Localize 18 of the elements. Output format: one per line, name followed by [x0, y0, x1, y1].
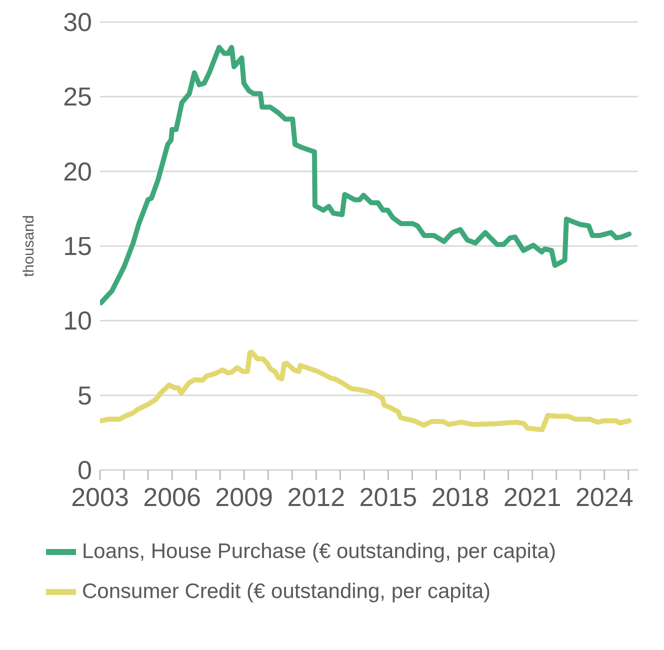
y-tick-label: 0 — [78, 455, 92, 485]
y-tick-label: 25 — [63, 82, 92, 112]
y-tick-label: 15 — [63, 231, 92, 261]
y-tick-label: 10 — [63, 306, 92, 336]
x-tick-label: 2003 — [71, 482, 129, 512]
legend-label: Consumer Credit (€ outstanding, per capita) — [82, 580, 491, 604]
y-tick-label: 5 — [78, 380, 92, 410]
x-tick-label: 2015 — [359, 482, 418, 512]
x-tick-label: 2009 — [215, 482, 274, 512]
x-tick-label: 2006 — [143, 482, 201, 512]
y-axis-title: thousand — [20, 215, 38, 277]
y-tick-label: 20 — [63, 156, 92, 186]
x-tick-label: 2021 — [503, 482, 562, 512]
x-tick-label: 2018 — [431, 482, 490, 512]
x-tick-label: 2012 — [287, 482, 346, 512]
legend-label: Loans, House Purchase (€ outstanding, per capita) — [82, 540, 556, 564]
y-tick-label: 30 — [63, 7, 92, 37]
x-tick-label: 2024 — [575, 482, 634, 512]
